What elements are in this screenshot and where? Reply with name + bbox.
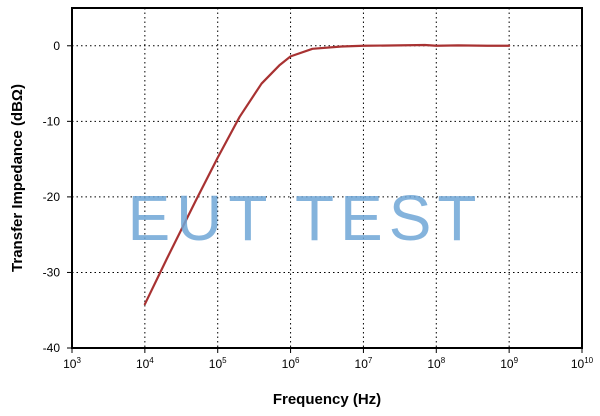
series-layer bbox=[143, 43, 511, 306]
x-tick-label-exponent: 9 bbox=[514, 356, 519, 365]
x-tick-label-base: 10 bbox=[136, 357, 150, 371]
x-tick-label-exponent: 8 bbox=[441, 356, 446, 365]
x-tick-label: 107 bbox=[355, 356, 373, 371]
x-tick-label-base: 10 bbox=[427, 357, 441, 371]
x-tick-label-base: 10 bbox=[63, 357, 77, 371]
x-tick-label-base: 10 bbox=[500, 357, 514, 371]
x-tick-label-exponent: 5 bbox=[222, 356, 227, 365]
x-tick-label: 108 bbox=[427, 356, 445, 371]
x-tick-label-exponent: 7 bbox=[368, 356, 373, 365]
x-tick-label: 109 bbox=[500, 356, 518, 371]
y-tick-label: -10 bbox=[43, 114, 61, 128]
x-axis-title: Frequency (Hz) bbox=[273, 391, 381, 408]
y-tick-label: -30 bbox=[43, 265, 61, 279]
series-line bbox=[143, 43, 511, 306]
y-tick-label: -20 bbox=[43, 190, 61, 204]
x-tick-label-base: 10 bbox=[571, 357, 585, 371]
x-tick-label-base: 10 bbox=[209, 357, 223, 371]
x-tick-label: 105 bbox=[209, 356, 227, 371]
x-tick-label: 1010 bbox=[571, 356, 594, 371]
y-tick-label: -40 bbox=[43, 341, 61, 355]
plot-frame bbox=[71, 7, 583, 349]
x-tick-label: 103 bbox=[63, 356, 81, 371]
x-tick-label-exponent: 6 bbox=[295, 356, 300, 365]
x-tick-label-base: 10 bbox=[282, 357, 296, 371]
x-tick-label: 106 bbox=[282, 356, 300, 371]
x-tick-label-base: 10 bbox=[355, 357, 369, 371]
x-tick-label: 104 bbox=[136, 356, 154, 371]
watermark-text: EUT TEST bbox=[127, 182, 482, 254]
y-axis-title: Transfer Impedance (dBΩ) bbox=[9, 84, 26, 272]
x-tick-label-exponent: 3 bbox=[76, 356, 81, 365]
y-tick-label: 0 bbox=[53, 39, 60, 53]
x-tick-label-exponent: 4 bbox=[149, 356, 154, 365]
x-tick-label-exponent: 10 bbox=[584, 356, 593, 365]
